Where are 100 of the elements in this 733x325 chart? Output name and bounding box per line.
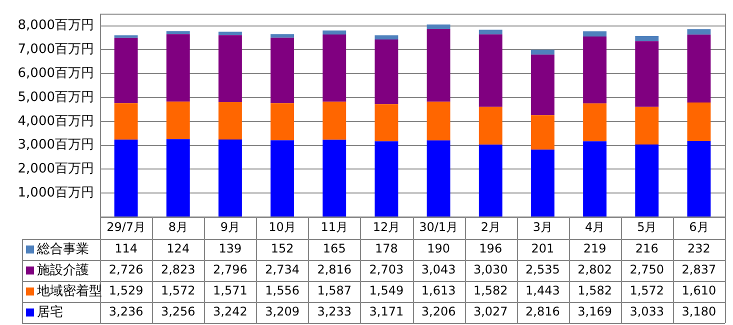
bar — [322, 34, 346, 102]
bar — [270, 140, 294, 216]
x-tick-label: 12月 — [372, 220, 400, 234]
data-label: 1,556 — [265, 284, 300, 298]
data-label: 1,582 — [473, 284, 508, 298]
x-tick-label: 11月 — [320, 220, 348, 234]
data-label: 2,816 — [317, 262, 352, 277]
data-label: 3,209 — [265, 304, 300, 319]
bar — [114, 140, 138, 216]
bar — [166, 34, 190, 102]
bar — [374, 35, 398, 40]
data-label: 178 — [375, 242, 398, 256]
y-tick-label: 6,000百万円 — [18, 66, 94, 81]
bar — [218, 102, 242, 140]
data-label: 2,703 — [369, 262, 404, 277]
legend-label: 居宅 — [37, 304, 63, 320]
data-label: 3,169 — [578, 304, 612, 319]
bar — [687, 34, 711, 102]
y-tick-label: 8,000百万円 — [18, 18, 94, 34]
legend-label: 総合事業 — [36, 242, 89, 257]
legend-label: 施設介護 — [37, 262, 89, 278]
bar — [374, 104, 398, 142]
data-label: 3,233 — [317, 304, 352, 319]
bar — [635, 41, 659, 107]
data-label: 2,816 — [526, 304, 560, 319]
data-label: 165 — [322, 242, 346, 256]
x-tick-label: 6月 — [689, 220, 709, 234]
data-label: 3,206 — [421, 304, 456, 319]
data-label: 3,256 — [160, 304, 196, 319]
bar — [583, 141, 607, 216]
bar — [218, 35, 242, 102]
bar — [322, 30, 346, 34]
bar — [114, 35, 138, 38]
y-tick-label: 1,000百万円 — [18, 185, 94, 200]
data-label: 3,033 — [630, 304, 664, 319]
data-label: 1,582 — [578, 284, 612, 298]
bar — [166, 139, 190, 216]
bar — [270, 103, 294, 140]
bar — [218, 139, 242, 216]
bar — [530, 54, 554, 116]
y-tick-label: 5,000百万円 — [18, 90, 94, 105]
data-label: 1,443 — [526, 284, 560, 298]
data-label: 1,571 — [213, 284, 248, 298]
bar — [687, 140, 711, 216]
x-tick-label: 30/1月 — [419, 220, 458, 234]
y-tick-label: 2,000百万円 — [18, 162, 94, 177]
bar — [426, 140, 450, 216]
data-label: 139 — [218, 242, 242, 256]
data-label: 2,726 — [108, 262, 144, 277]
data-label: 216 — [635, 242, 658, 256]
bar — [635, 144, 659, 216]
bar — [166, 102, 190, 140]
bar — [270, 34, 294, 38]
bar — [478, 106, 502, 145]
data-label: 2,734 — [265, 262, 300, 277]
data-label: 1,549 — [369, 284, 404, 298]
bar — [426, 29, 450, 102]
data-label: 1,572 — [630, 284, 664, 298]
bar — [478, 144, 502, 216]
data-label: 3,027 — [473, 304, 508, 319]
bar — [583, 36, 607, 104]
data-label: 1,613 — [421, 284, 456, 298]
x-tick-label: 5月 — [637, 220, 657, 234]
bar — [322, 102, 346, 140]
y-tick-label: 4,000百万円 — [18, 114, 94, 129]
bar — [530, 50, 554, 55]
bar — [322, 140, 346, 216]
data-label: 1,572 — [160, 284, 196, 298]
x-tick-label: 9月 — [220, 220, 240, 234]
data-label: 2,837 — [682, 262, 716, 277]
bar — [583, 103, 607, 142]
bar — [426, 102, 450, 140]
bar — [583, 31, 607, 36]
data-label: 1,529 — [108, 284, 144, 298]
x-tick-label: 4月 — [584, 220, 605, 234]
bar — [374, 40, 398, 104]
data-label: 3,030 — [473, 262, 508, 277]
data-label: 232 — [688, 242, 710, 256]
data-label: 190 — [427, 242, 450, 256]
y-tick-label: 7,000百万円 — [18, 42, 94, 58]
bar — [478, 34, 502, 107]
legend-label: 地域密着型 — [36, 282, 102, 299]
bar — [114, 103, 138, 140]
data-label: 1,587 — [317, 284, 352, 298]
data-label: 152 — [270, 242, 294, 256]
x-tick-label: 3月 — [532, 220, 553, 234]
bar — [635, 106, 659, 144]
x-tick-label: 8月 — [168, 220, 188, 234]
data-label: 3,043 — [421, 262, 456, 277]
bar — [426, 24, 450, 30]
data-label: 3,236 — [108, 304, 144, 319]
bar — [270, 38, 294, 104]
data-label: 3,242 — [213, 304, 248, 319]
data-label: 2,802 — [578, 262, 612, 277]
bar — [687, 29, 711, 35]
data-label: 201 — [531, 242, 554, 256]
data-label: 3,171 — [369, 304, 404, 319]
data-label: 2,796 — [213, 262, 248, 277]
y-tick-label: 3,000百万円 — [18, 138, 94, 153]
x-tick-label: 29/7月 — [106, 220, 146, 234]
